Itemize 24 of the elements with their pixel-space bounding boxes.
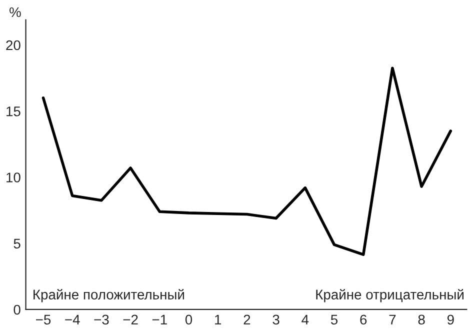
x-tick-label: 4 (302, 314, 309, 324)
x-tick-label: 8 (418, 314, 425, 325)
x-tick-label: −4 (65, 314, 80, 324)
annotation: Крайне положительный (34, 289, 184, 302)
x-tick-label: 0 (185, 314, 192, 325)
y-tick-label: 20 (6, 40, 20, 50)
x-tick-label: −2 (123, 314, 138, 324)
annotation: Крайне отрицательный (316, 289, 464, 302)
x-tick-label: 1 (215, 314, 222, 324)
x-tick-label: 2 (244, 314, 250, 324)
y-tick-label: 0 (14, 304, 20, 315)
x-tick-label: −5 (36, 314, 51, 325)
x-tick-label: 9 (447, 314, 454, 325)
x-tick-label: −3 (94, 314, 109, 325)
y-tick-label: 15 (6, 106, 20, 116)
line-series (42, 66, 452, 256)
x-tick-label: 6 (360, 314, 367, 325)
y-tick-label: 10 (6, 172, 20, 182)
x-tick-label: 3 (272, 314, 280, 325)
y-axis-title: % (10, 7, 21, 18)
x-tick-label: 5 (330, 314, 338, 325)
x-tick-label: 7 (389, 314, 396, 324)
x-tick-label: −1 (152, 314, 167, 324)
y-tick-label: 5 (14, 238, 20, 249)
